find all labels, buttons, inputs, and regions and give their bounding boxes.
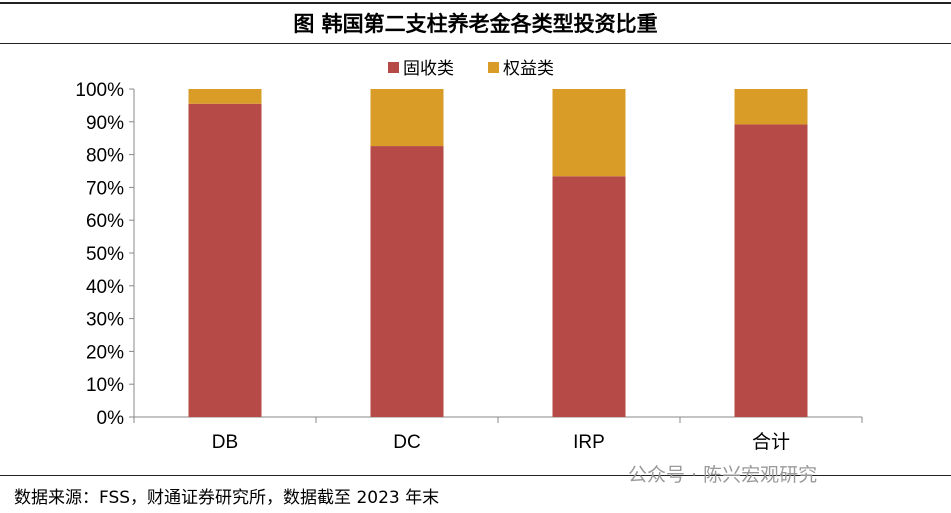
y-tick-label: 20% (86, 342, 124, 363)
legend-label: 权益类 (503, 59, 554, 79)
y-tick-label: 10% (86, 375, 124, 396)
watermark: 公众号 · 陈兴宏观研究 (628, 464, 818, 486)
bar-DB-固收类 (188, 103, 262, 417)
bar-合计-权益类 (734, 89, 808, 125)
legend-swatch (388, 62, 399, 73)
source-note: 数据来源：FSS，财通证券研究所，数据截至 2023 年末 (14, 488, 440, 508)
y-tick-label: 50% (86, 244, 124, 265)
footer-divider (0, 475, 951, 476)
bar-IRP-权益类 (552, 89, 626, 177)
bar-DB-权益类 (188, 89, 262, 104)
bar-合计-固收类 (734, 124, 808, 417)
bar-IRP-固收类 (552, 176, 626, 417)
y-tick-label: 0% (97, 408, 125, 429)
x-tick-label: IRP (573, 432, 605, 453)
stacked-bar-chart: 0% 10% 20% 30% 40% 50% 60% 70% 80% 90% 100% DB DC IRP… (75, 59, 863, 453)
y-tick-label: 90% (86, 113, 124, 134)
y-tick-label: 80% (86, 146, 124, 167)
x-tick-label: 合计 (752, 431, 790, 453)
y-tick-label: 100% (75, 80, 124, 101)
x-tick-label: DB (212, 432, 238, 453)
y-tick-label: 70% (86, 178, 124, 199)
legend-swatch (488, 62, 499, 73)
y-tick-label: 60% (86, 211, 124, 232)
chart-title: 图 韩国第二支柱养老金各类型投资比重 (0, 2, 951, 44)
bar-DC-固收类 (370, 146, 444, 417)
bar-DC-权益类 (370, 89, 444, 147)
x-tick-label: DC (393, 432, 420, 453)
legend-label: 固收类 (403, 59, 454, 79)
y-tick-label: 30% (86, 310, 124, 331)
y-tick-label: 40% (86, 277, 124, 298)
